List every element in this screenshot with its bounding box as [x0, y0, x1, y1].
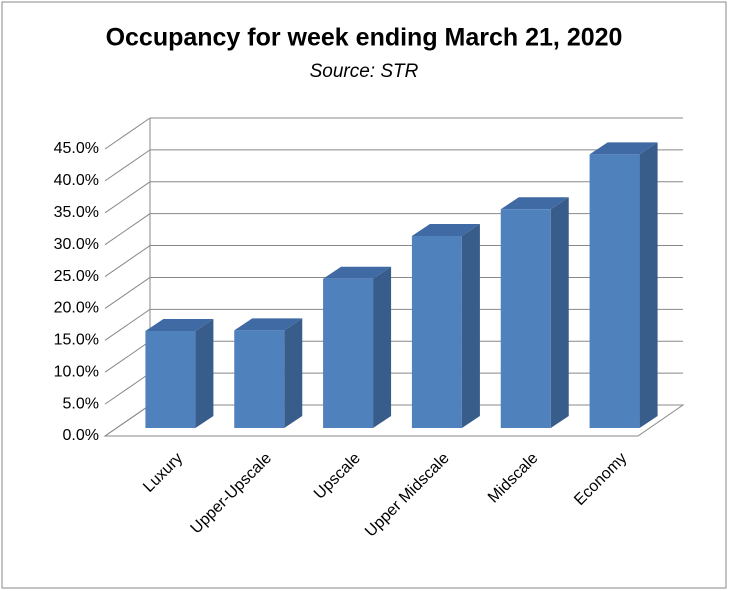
grid-line: [104, 181, 151, 214]
bar-side: [195, 319, 214, 428]
y-tick-label: 45.0%: [54, 140, 99, 157]
bar-top: [323, 266, 392, 279]
y-tick-label: 20.0%: [54, 300, 99, 317]
grid-line: [104, 404, 151, 437]
grid-line: [104, 245, 151, 277]
bar-top: [589, 142, 658, 155]
bar-front: [145, 331, 196, 428]
grid-line: [104, 149, 151, 182]
grid-line: [104, 277, 151, 309]
chart-subtitle: Source: STR: [310, 61, 419, 82]
bar-side: [373, 266, 392, 428]
bar-top: [145, 319, 214, 332]
bar-front: [411, 236, 462, 428]
grid-line: [104, 372, 151, 405]
bar: [500, 197, 569, 428]
y-tick-label: 25.0%: [54, 268, 99, 285]
y-tick-label: 10.0%: [54, 363, 99, 380]
bar: [323, 266, 392, 428]
bar-top: [500, 197, 569, 210]
bar-front: [323, 278, 374, 428]
grid-line: [104, 340, 151, 373]
y-tick-label: 30.0%: [54, 236, 99, 253]
bar-front: [589, 154, 640, 429]
bar: [589, 142, 658, 429]
grid-line: [104, 308, 151, 341]
y-tick-label: 5.0%: [63, 395, 99, 412]
bar-side: [461, 224, 480, 428]
y-tick-label: 40.0%: [54, 172, 99, 189]
bar: [234, 318, 303, 428]
bar-side: [284, 318, 303, 428]
bar-top: [234, 318, 303, 331]
bar-side: [639, 142, 658, 429]
bar-top: [411, 224, 480, 237]
y-tick-label: 35.0%: [54, 204, 99, 221]
y-tick-label: 15.0%: [54, 332, 99, 349]
bar: [411, 224, 480, 428]
bar-front: [234, 330, 285, 428]
chart-title: Occupancy for week ending March 21, 2020: [106, 24, 623, 52]
y-tick-label: 0.0%: [63, 427, 99, 444]
grid-line: [104, 213, 151, 246]
bar-front: [500, 209, 551, 428]
bar: [145, 319, 214, 428]
grid-line: [104, 117, 151, 150]
bar-side: [550, 197, 569, 428]
